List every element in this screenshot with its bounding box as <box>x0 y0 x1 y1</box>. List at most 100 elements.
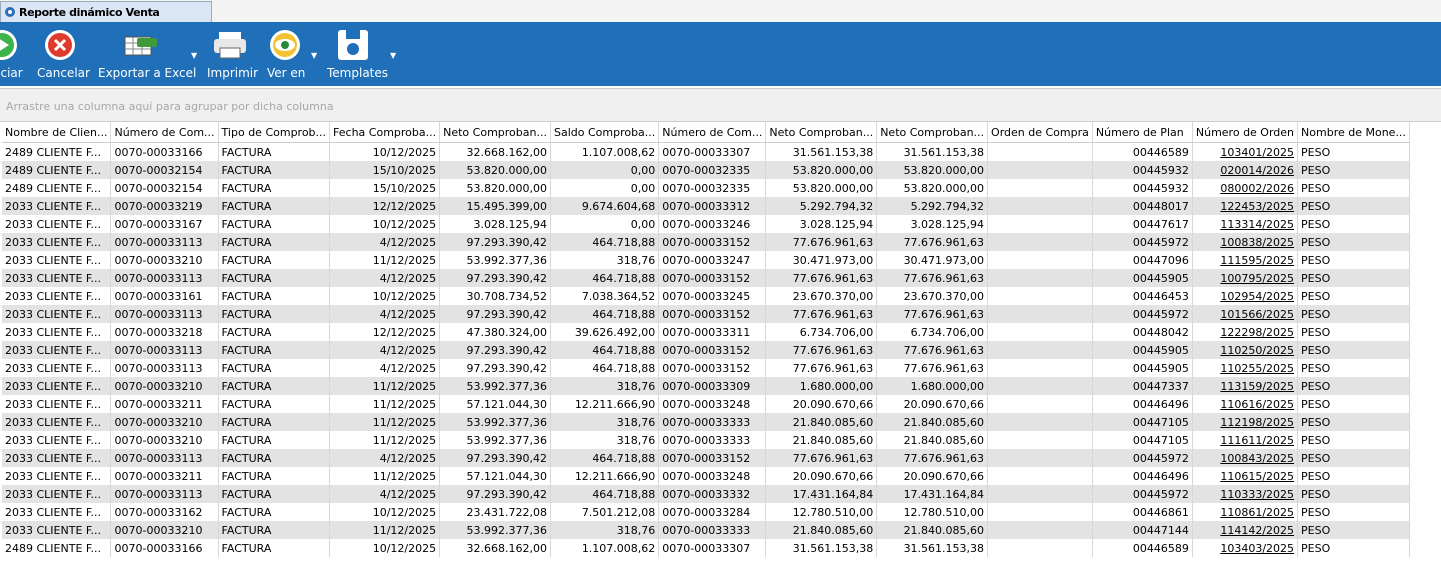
table-row[interactable]: 2033 CLIENTE F... 0070-00033113 FACTURA 4/1… <box>2 233 1410 251</box>
dropdown-arrow[interactable]: ▼ <box>390 51 397 60</box>
table-cell[interactable]: 112198/2025 <box>1192 413 1299 431</box>
table-cell: 97.293.390,42 <box>439 341 551 359</box>
table-cell <box>987 413 1093 431</box>
table-row[interactable]: 2033 CLIENTE F... 0070-00033113 FACTURA 4/1… <box>2 269 1410 287</box>
table-cell[interactable]: 113159/2025 <box>1192 377 1299 395</box>
table-cell: 2033 CLIENTE F... <box>2 503 112 521</box>
table-cell[interactable]: 110616/2025 <box>1192 395 1299 413</box>
table-row[interactable]: 2489 CLIENTE F... 0070-00032154 FACTURA 15/… <box>2 161 1410 179</box>
table-cell: 97.293.390,42 <box>439 449 551 467</box>
view-in-button[interactable]: Ver en <box>267 23 307 86</box>
table-cell: FACTURA <box>218 467 331 485</box>
table-cell: 77.676.961,63 <box>765 341 878 359</box>
dropdown-arrow[interactable]: ▼ <box>191 51 198 60</box>
table-cell: 2489 CLIENTE F... <box>2 539 112 557</box>
table-cell[interactable]: 020014/2026 <box>1192 161 1299 179</box>
table-cell: PESO <box>1297 539 1410 557</box>
table-cell[interactable]: 111595/2025 <box>1192 251 1299 269</box>
table-cell[interactable]: 110255/2025 <box>1192 359 1299 377</box>
table-row[interactable]: 2033 CLIENTE F... 0070-00033113 FACTURA 4/1… <box>2 449 1410 467</box>
column-header[interactable]: Nombre de Clien... <box>2 122 112 143</box>
table-row[interactable]: 2033 CLIENTE F... 0070-00033113 FACTURA 4/1… <box>2 359 1410 377</box>
table-cell <box>987 179 1093 197</box>
table-row[interactable]: 2489 CLIENTE F... 0070-00033166 FACTURA 10/… <box>2 539 1410 557</box>
table-cell: PESO <box>1297 521 1410 539</box>
table-cell: 00446496 <box>1092 467 1193 485</box>
print-button[interactable]: Imprimir <box>206 23 258 86</box>
table-cell: 0070-00033113 <box>110 359 219 377</box>
tab[interactable]: Reporte dinámico Venta Anticipada <box>0 1 212 40</box>
column-header[interactable]: Número de Plan <box>1092 122 1193 143</box>
table-cell: PESO <box>1297 305 1410 323</box>
table-cell: 31.561.153,38 <box>876 539 989 557</box>
table-cell: 0070-00033152 <box>658 233 767 251</box>
table-row[interactable]: 2489 CLIENTE F... 0070-00032154 FACTURA 15/… <box>2 179 1410 197</box>
table-cell: 00446453 <box>1092 287 1193 305</box>
table-cell: 20.090.670,66 <box>876 467 989 485</box>
table-cell: 00445932 <box>1092 161 1193 179</box>
column-header[interactable]: Neto Comproban... <box>876 122 989 143</box>
table-row[interactable]: 2033 CLIENTE F... 0070-00033219 FACTURA 12/… <box>2 197 1410 215</box>
table-row[interactable]: 2033 CLIENTE F... 0070-00033210 FACTURA 11/… <box>2 413 1410 431</box>
button-label: Exportar a Excel <box>98 66 197 80</box>
templates-button[interactable]: Templates <box>326 23 388 86</box>
table-row[interactable]: 2033 CLIENTE F... 0070-00033162 FACTURA 10/… <box>2 503 1410 521</box>
table-cell: 0070-00033333 <box>658 413 767 431</box>
table-cell: 21.840.085,60 <box>876 413 989 431</box>
column-header[interactable]: Saldo Comproba... <box>550 122 660 143</box>
table-cell <box>987 377 1093 395</box>
column-header[interactable]: Neto Comproban... <box>765 122 878 143</box>
table-cell[interactable]: 101566/2025 <box>1192 305 1299 323</box>
table-cell[interactable]: 113314/2025 <box>1192 215 1299 233</box>
table-cell[interactable]: 100838/2025 <box>1192 233 1299 251</box>
table-row[interactable]: 2033 CLIENTE F... 0070-00033210 FACTURA 11/… <box>2 521 1410 539</box>
column-header[interactable]: Número de Com... <box>110 122 219 143</box>
table-row[interactable]: 2033 CLIENTE F... 0070-00033113 FACTURA 4/1… <box>2 485 1410 503</box>
table-cell: 57.121.044,30 <box>439 467 551 485</box>
table-cell[interactable]: 114142/2025 <box>1192 521 1299 539</box>
table-cell[interactable]: 080002/2026 <box>1192 179 1299 197</box>
start-button[interactable]: Iniciar <box>0 23 26 86</box>
table-cell[interactable]: 111611/2025 <box>1192 431 1299 449</box>
table-row[interactable]: 2033 CLIENTE F... 0070-00033211 FACTURA 11/… <box>2 467 1410 485</box>
table-row[interactable]: 2033 CLIENTE F... 0070-00033210 FACTURA 11/… <box>2 251 1410 269</box>
table-cell: 2489 CLIENTE F... <box>2 179 112 197</box>
table-row[interactable]: 2033 CLIENTE F... 0070-00033161 FACTURA 10/… <box>2 287 1410 305</box>
column-header[interactable]: Neto Comproban... <box>439 122 551 143</box>
column-header[interactable]: Fecha Comproba... <box>329 122 441 143</box>
table-row[interactable]: 2033 CLIENTE F... 0070-00033113 FACTURA 4/1… <box>2 341 1410 359</box>
column-header[interactable]: Tipo de Comprob... <box>218 122 331 143</box>
table-row[interactable]: 2033 CLIENTE F... 0070-00033210 FACTURA 11/… <box>2 377 1410 395</box>
table-cell: PESO <box>1297 413 1410 431</box>
table-cell[interactable]: 122453/2025 <box>1192 197 1299 215</box>
table-cell[interactable]: 100843/2025 <box>1192 449 1299 467</box>
table-cell: PESO <box>1297 197 1410 215</box>
table-cell[interactable]: 110861/2025 <box>1192 503 1299 521</box>
table-cell[interactable]: 103401/2025 <box>1192 142 1299 161</box>
table-row[interactable]: 2033 CLIENTE F... 0070-00033167 FACTURA 10/… <box>2 215 1410 233</box>
table-cell[interactable]: 110333/2025 <box>1192 485 1299 503</box>
cancel-button[interactable]: Cancelar <box>36 23 90 86</box>
column-header[interactable]: Nombre de Mone... <box>1297 122 1410 143</box>
export-excel-button[interactable]: Exportar a Excel <box>97 23 196 86</box>
table-cell[interactable]: 110250/2025 <box>1192 341 1299 359</box>
table-cell: PESO <box>1297 251 1410 269</box>
column-header[interactable]: Número de Orden <box>1192 122 1299 143</box>
table-row[interactable]: 2489 CLIENTE F... 0070-00033166 FACTURA 10/… <box>2 142 1410 161</box>
table-cell: PESO <box>1297 161 1410 179</box>
table-cell[interactable]: 110615/2025 <box>1192 467 1299 485</box>
table-cell[interactable]: 122298/2025 <box>1192 323 1299 341</box>
table-cell[interactable]: 102954/2025 <box>1192 287 1299 305</box>
table-row[interactable]: 2033 CLIENTE F... 0070-00033218 FACTURA 12/… <box>2 323 1410 341</box>
column-header[interactable]: Orden de Compra <box>987 122 1093 143</box>
column-header[interactable]: Número de Com... <box>658 122 767 143</box>
table-row[interactable]: 2033 CLIENTE F... 0070-00033210 FACTURA 11/… <box>2 431 1410 449</box>
dropdown-arrow[interactable]: ▼ <box>311 51 318 60</box>
table-cell <box>987 539 1093 557</box>
table-cell[interactable]: 100795/2025 <box>1192 269 1299 287</box>
table-row[interactable]: 2033 CLIENTE F... 0070-00033113 FACTURA 4/1… <box>2 305 1410 323</box>
table-cell[interactable]: 103403/2025 <box>1192 539 1299 557</box>
table-cell: 21.840.085,60 <box>765 413 878 431</box>
table-row[interactable]: 2033 CLIENTE F... 0070-00033211 FACTURA 11/… <box>2 395 1410 413</box>
table-cell: 318,76 <box>550 431 660 449</box>
